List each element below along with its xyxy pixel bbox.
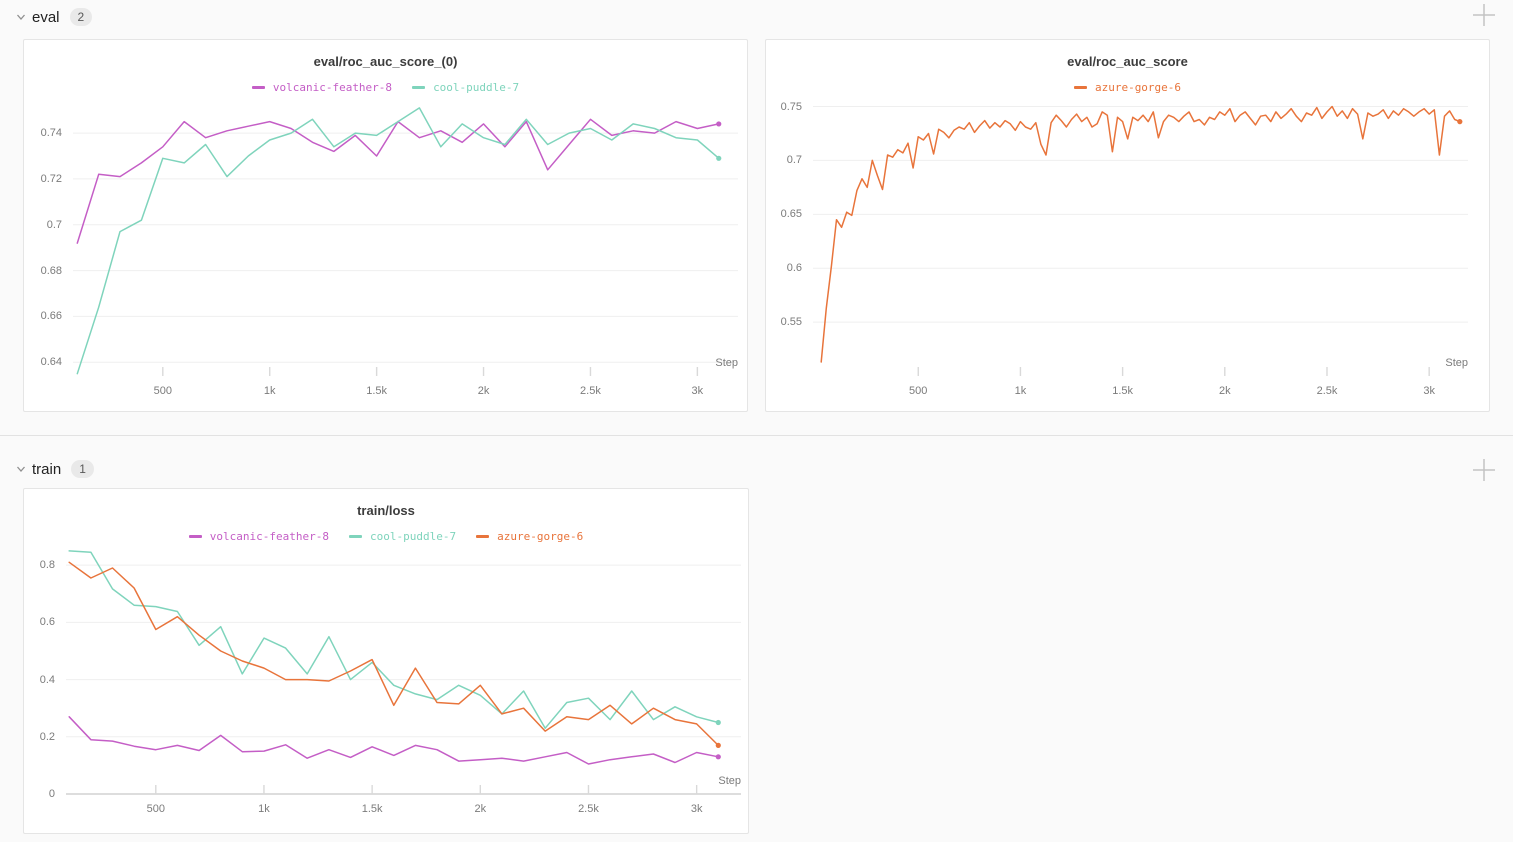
chart-svg: [66, 550, 741, 795]
x-axis-tick-label: 2k: [474, 803, 487, 815]
series-end-dot-azure-gorge-6: [1457, 119, 1463, 125]
y-axis-tick-label: 0.7: [46, 218, 62, 231]
section-header-train: train 1: [0, 455, 1513, 483]
series-end-dot-volcanic-feather-8: [716, 121, 722, 127]
x-axis-tick-label: 1k: [263, 385, 276, 397]
series-line-volcanic-feather-8: [68, 716, 720, 765]
chart-svg: [73, 107, 738, 376]
series-line-azure-gorge-6: [820, 105, 1461, 363]
chart-svg: [813, 105, 1468, 376]
x-axis-tick-label: 2.5k: [578, 803, 599, 815]
y-axis-tick-label: 0.2: [39, 730, 55, 743]
plot-area[interactable]: [813, 99, 1468, 376]
plot-area[interactable]: [73, 101, 738, 376]
x-axis-tick-label: 3k: [1423, 385, 1435, 397]
legend-run-name: cool-puddle-7: [433, 81, 520, 94]
y-axis-tick-label: 0.7: [786, 154, 802, 167]
y-axis-tick-label: 0.55: [780, 316, 802, 329]
x-axis-tick-label: 1.5k: [1112, 385, 1133, 397]
train-panels-row: train/loss volcanic-feather-8 cool-puddle-…: [23, 488, 1490, 834]
series-line-cool-puddle-7: [76, 107, 720, 375]
x-axis-tick-label: 500: [909, 385, 928, 397]
legend-line-swatch: [251, 86, 265, 89]
chart-title: eval/roc_auc_score: [1067, 54, 1188, 69]
section-title-eval[interactable]: eval: [32, 8, 60, 26]
chart-title: train/loss: [357, 503, 415, 518]
legend-run-name: cool-puddle-7: [370, 530, 457, 543]
y-axis-tick-label: 0.74: [40, 127, 62, 140]
section-count-badge: 2: [69, 8, 93, 26]
legend-line-swatch: [349, 535, 363, 538]
y-axis-tick-label: 0.64: [40, 356, 62, 369]
x-axis-tick-label: 1k: [1014, 385, 1027, 397]
series-end-dot-cool-puddle-7: [716, 155, 722, 161]
x-axis-tick-label: 2.5k: [1316, 385, 1338, 397]
plot-area[interactable]: [66, 548, 741, 795]
series-line-azure-gorge-6: [68, 561, 720, 747]
chart-legend: volcanic-feather-8 cool-puddle-7: [24, 81, 747, 94]
section-train: train 1 train/loss volcanic-feather-8 cool…: [0, 455, 1513, 834]
legend-item[interactable]: cool-puddle-7: [412, 81, 519, 94]
section-title-train[interactable]: train: [32, 460, 62, 478]
legend-run-name: azure-gorge-6: [1094, 81, 1182, 94]
add-panel-button[interactable]: [1469, 0, 1499, 30]
legend-line-swatch: [476, 535, 490, 538]
y-axis-tick-label: 0.65: [780, 208, 802, 221]
y-axis-tick-label: 0.75: [780, 100, 802, 113]
legend-item[interactable]: volcanic-feather-8: [188, 530, 330, 543]
x-axis-tick-label: 2.5k: [580, 385, 601, 397]
x-axis-tick-label: 1k: [258, 803, 270, 815]
section-divider: [0, 435, 1513, 436]
y-axis-tick-label: 0.6: [39, 616, 55, 629]
x-axis-tick-label: 2k: [1218, 385, 1231, 397]
chart-panel-eval-roc-auc-score-0[interactable]: eval/roc_auc_score_(0) volcanic-feather-8…: [23, 39, 748, 412]
legend-line-swatch: [188, 535, 202, 538]
y-axis-tick-label: 0.68: [40, 264, 62, 277]
x-axis-tick-label: 3k: [691, 385, 704, 397]
legend-item[interactable]: azure-gorge-6: [1073, 81, 1182, 94]
chart-legend: volcanic-feather-8 cool-puddle-7 azure-gor…: [24, 530, 748, 543]
y-axis-tick-label: 0.6: [786, 262, 802, 275]
y-axis-tick-label: 0.66: [40, 310, 62, 323]
add-panel-button[interactable]: [1469, 455, 1499, 485]
eval-panels-row: eval/roc_auc_score_(0) volcanic-feather-8…: [23, 39, 1490, 412]
series-end-dot-cool-puddle-7: [715, 719, 721, 726]
legend-item[interactable]: volcanic-feather-8: [251, 81, 393, 94]
chart-panel-eval-roc-auc-score[interactable]: eval/roc_auc_score azure-gorge-6 0.55 0.6 0.…: [765, 39, 1490, 412]
x-axis-title: Step: [1445, 357, 1468, 369]
series-line-cool-puddle-7: [68, 550, 720, 729]
section-count-badge: 1: [71, 460, 94, 478]
legend-line-swatch: [412, 86, 426, 89]
x-axis-title: Step: [715, 357, 738, 369]
legend-run-name: volcanic-feather-8: [209, 530, 330, 543]
chevron-down-icon[interactable]: [12, 8, 30, 26]
x-axis-tick-label: 3k: [690, 803, 703, 815]
x-axis-tick-label: 1.5k: [366, 385, 388, 397]
legend-run-name: volcanic-feather-8: [272, 81, 393, 94]
x-axis-tick-label: 500: [153, 385, 172, 397]
y-axis-tick-label: 0.4: [39, 673, 55, 686]
series-end-dot-volcanic-feather-8: [715, 754, 721, 760]
legend-line-swatch: [1073, 86, 1087, 89]
legend-item[interactable]: azure-gorge-6: [476, 530, 583, 543]
section-eval: eval 2 eval/roc_auc_score_(0) volcanic-fe…: [0, 0, 1513, 412]
chevron-down-icon[interactable]: [12, 460, 30, 478]
legend-item[interactable]: cool-puddle-7: [349, 530, 456, 543]
y-axis-tick-label: 0.72: [40, 172, 62, 185]
section-header-eval: eval 2: [0, 0, 1513, 34]
chart-panel-train-loss[interactable]: train/loss volcanic-feather-8 cool-puddle-…: [23, 488, 749, 834]
chart-title: eval/roc_auc_score_(0): [313, 54, 458, 69]
series-end-dot-azure-gorge-6: [715, 742, 721, 748]
y-axis-tick-label: 0.8: [39, 559, 55, 572]
x-axis-title: Step: [718, 775, 741, 787]
y-axis-tick-label: 0: [48, 788, 55, 800]
x-axis-tick-label: 2k: [477, 385, 490, 397]
chart-legend: azure-gorge-6: [766, 81, 1489, 94]
x-axis-tick-label: 1.5k: [361, 803, 383, 815]
x-axis-tick-label: 500: [146, 803, 165, 815]
legend-run-name: azure-gorge-6: [497, 530, 584, 543]
